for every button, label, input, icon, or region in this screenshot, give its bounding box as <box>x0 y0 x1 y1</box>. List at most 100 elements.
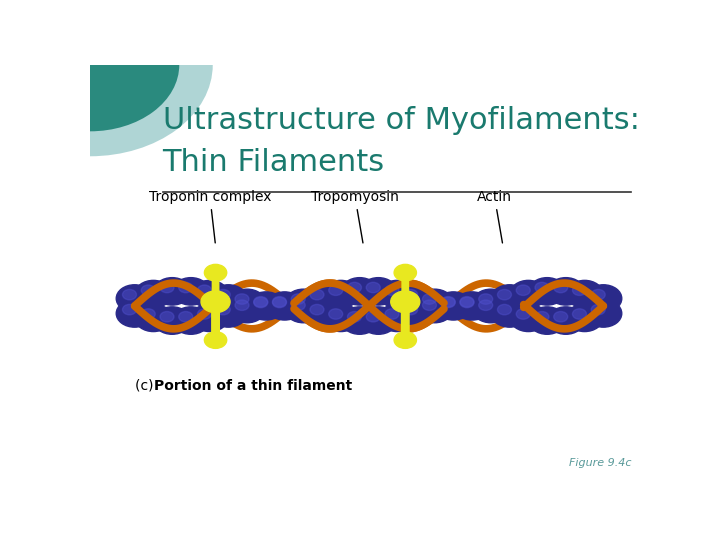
Circle shape <box>229 289 266 316</box>
Circle shape <box>248 292 284 319</box>
Circle shape <box>272 296 287 307</box>
Circle shape <box>547 307 584 334</box>
Text: Figure 9.4c: Figure 9.4c <box>569 458 631 468</box>
Circle shape <box>554 312 567 322</box>
Text: Tropomyosin: Tropomyosin <box>311 190 399 243</box>
Circle shape <box>323 280 359 308</box>
Circle shape <box>394 332 416 348</box>
Circle shape <box>472 295 509 323</box>
Circle shape <box>116 300 153 327</box>
Circle shape <box>341 278 378 305</box>
Circle shape <box>498 305 511 315</box>
Circle shape <box>416 295 453 323</box>
Circle shape <box>385 285 399 295</box>
Circle shape <box>253 298 268 308</box>
Circle shape <box>566 304 603 332</box>
Circle shape <box>248 293 284 320</box>
Circle shape <box>266 293 303 320</box>
Circle shape <box>154 307 191 334</box>
Circle shape <box>479 300 492 310</box>
Circle shape <box>528 278 565 305</box>
Circle shape <box>122 305 137 315</box>
Text: Thin Filaments: Thin Filaments <box>163 148 384 177</box>
Circle shape <box>423 300 436 310</box>
FancyBboxPatch shape <box>401 270 409 294</box>
Circle shape <box>122 289 137 300</box>
Circle shape <box>360 278 397 305</box>
Circle shape <box>360 307 397 334</box>
Circle shape <box>391 291 420 313</box>
Circle shape <box>348 312 361 322</box>
Circle shape <box>591 305 606 315</box>
Circle shape <box>116 285 153 312</box>
Circle shape <box>272 298 287 308</box>
Circle shape <box>510 280 546 308</box>
Circle shape <box>197 309 212 319</box>
Circle shape <box>216 305 230 315</box>
Circle shape <box>210 300 247 327</box>
Circle shape <box>310 305 324 315</box>
Text: Actin: Actin <box>477 190 512 243</box>
Text: Portion of a thin filament: Portion of a thin filament <box>154 379 352 393</box>
Circle shape <box>160 312 174 322</box>
Circle shape <box>235 300 249 310</box>
Circle shape <box>535 282 549 293</box>
Circle shape <box>460 296 474 307</box>
Circle shape <box>397 300 434 327</box>
Circle shape <box>201 291 230 313</box>
Circle shape <box>585 285 622 312</box>
Circle shape <box>416 289 453 316</box>
Circle shape <box>204 265 227 281</box>
Circle shape <box>266 292 303 319</box>
Circle shape <box>197 285 212 295</box>
Circle shape <box>572 285 587 295</box>
Circle shape <box>235 294 249 304</box>
Circle shape <box>329 309 343 319</box>
Circle shape <box>366 312 380 322</box>
Circle shape <box>160 282 174 293</box>
FancyBboxPatch shape <box>401 309 410 338</box>
Circle shape <box>229 295 266 323</box>
Circle shape <box>454 292 490 319</box>
Circle shape <box>304 285 341 312</box>
Circle shape <box>379 304 415 332</box>
Circle shape <box>210 285 247 312</box>
Circle shape <box>385 309 399 319</box>
Text: (c): (c) <box>135 379 158 393</box>
Circle shape <box>366 282 380 293</box>
Circle shape <box>135 304 172 332</box>
Circle shape <box>291 294 305 304</box>
Circle shape <box>253 296 268 307</box>
Circle shape <box>341 307 378 334</box>
Circle shape <box>423 294 436 304</box>
Text: Ultrastructure of Myofilaments:: Ultrastructure of Myofilaments: <box>163 106 639 136</box>
Circle shape <box>585 300 622 327</box>
Circle shape <box>516 309 530 319</box>
Circle shape <box>454 293 490 320</box>
Circle shape <box>441 296 455 307</box>
Circle shape <box>192 280 228 308</box>
Circle shape <box>516 285 530 295</box>
Circle shape <box>173 278 210 305</box>
Circle shape <box>572 309 587 319</box>
FancyBboxPatch shape <box>212 270 220 294</box>
Circle shape <box>179 282 193 293</box>
Circle shape <box>510 304 546 332</box>
Circle shape <box>491 300 528 327</box>
Circle shape <box>192 304 228 332</box>
Circle shape <box>479 294 492 304</box>
Circle shape <box>329 285 343 295</box>
Text: Troponin complex: Troponin complex <box>149 190 271 243</box>
Circle shape <box>135 280 172 308</box>
Circle shape <box>179 312 193 322</box>
Circle shape <box>304 300 341 327</box>
Circle shape <box>397 285 434 312</box>
Circle shape <box>285 289 322 316</box>
Circle shape <box>216 289 230 300</box>
Circle shape <box>435 292 472 319</box>
Circle shape <box>591 289 606 300</box>
Wedge shape <box>90 65 213 156</box>
Circle shape <box>141 285 156 295</box>
Circle shape <box>547 278 584 305</box>
Circle shape <box>404 305 418 315</box>
